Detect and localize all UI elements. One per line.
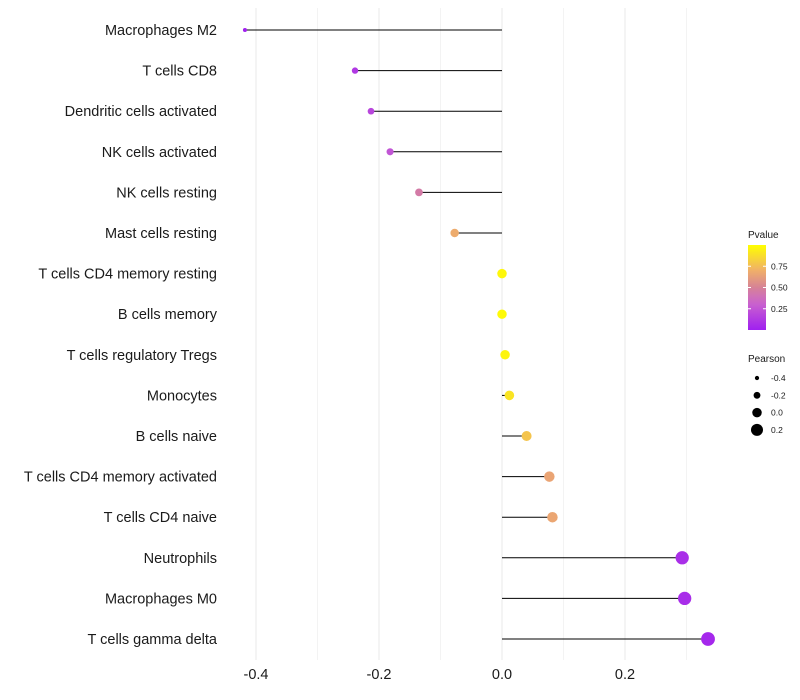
y-tick-label: Monocytes bbox=[147, 388, 217, 404]
y-tick-label: T cells CD4 memory activated bbox=[24, 470, 217, 486]
data-point bbox=[500, 350, 510, 360]
pearson-legend-title: Pearson bbox=[748, 354, 785, 365]
pearson-legend: Pearson -0.4 -0.2 0.0 0.2 bbox=[748, 354, 786, 436]
y-tick-label: B cells naive bbox=[136, 429, 217, 445]
data-point bbox=[386, 148, 394, 156]
y-tick-label: T cells gamma delta bbox=[88, 632, 218, 648]
points bbox=[242, 27, 715, 646]
pearson-legend-key bbox=[752, 407, 762, 418]
y-tick-label: Macrophages M2 bbox=[105, 23, 217, 39]
x-tick-label: -0.2 bbox=[367, 667, 392, 683]
pvalue-legend-title: Pvalue bbox=[748, 230, 779, 241]
pearson-legend-label: 0.2 bbox=[771, 425, 783, 435]
data-point bbox=[497, 268, 507, 279]
data-point bbox=[547, 511, 558, 523]
data-point bbox=[521, 431, 532, 441]
x-tick-label: 0.2 bbox=[615, 667, 635, 683]
data-point bbox=[504, 390, 515, 401]
pvalue-legend-label: 0.75 bbox=[771, 261, 788, 271]
data-point bbox=[351, 67, 359, 74]
pearson-legend-label: -0.4 bbox=[771, 373, 786, 383]
data-point bbox=[497, 309, 507, 319]
y-tick-label: T cells CD8 bbox=[142, 64, 217, 80]
y-tick-label: Macrophages M0 bbox=[105, 591, 217, 607]
data-point bbox=[415, 188, 423, 197]
x-tick-label: 0.0 bbox=[492, 667, 512, 683]
pvalue-legend: Pvalue 0.25 0.50 0.75 bbox=[748, 230, 788, 330]
y-tick-label: Mast cells resting bbox=[105, 226, 217, 242]
y-tick-label: Dendritic cells activated bbox=[65, 104, 217, 120]
data-point bbox=[677, 591, 692, 606]
pvalue-colorbar bbox=[748, 245, 766, 330]
pearson-legend-label: 0.0 bbox=[771, 408, 783, 418]
data-point bbox=[242, 27, 247, 33]
y-tick-label: T cells CD4 memory resting bbox=[38, 267, 217, 283]
pearson-legend-key bbox=[754, 375, 760, 381]
data-point bbox=[544, 471, 555, 482]
pearson-legend-label: -0.2 bbox=[771, 390, 786, 400]
x-axis-labels: -0.4 -0.2 0.0 0.2 bbox=[244, 667, 636, 683]
y-tick-label: NK cells resting bbox=[116, 185, 217, 201]
data-point bbox=[675, 551, 689, 565]
pearson-legend-key bbox=[750, 423, 764, 436]
pvalue-legend-label: 0.50 bbox=[771, 283, 788, 293]
data-point bbox=[701, 632, 715, 646]
y-axis-labels: Macrophages M2 T cells CD8 Dendritic cells… bbox=[24, 23, 218, 648]
data-point bbox=[367, 107, 375, 115]
data-point bbox=[450, 228, 459, 238]
y-tick-label: Neutrophils bbox=[144, 551, 217, 567]
x-tick-label: -0.4 bbox=[244, 667, 269, 683]
y-tick-label: NK cells activated bbox=[102, 145, 217, 161]
pearson-legend-key bbox=[753, 391, 761, 399]
stems bbox=[244, 29, 709, 640]
y-tick-label: T cells regulatory Tregs bbox=[67, 348, 217, 364]
y-tick-label: B cells memory bbox=[118, 307, 218, 323]
grid-lines bbox=[255, 8, 687, 660]
y-tick-label: T cells CD4 naive bbox=[104, 510, 217, 526]
pvalue-legend-label: 0.25 bbox=[771, 304, 788, 314]
